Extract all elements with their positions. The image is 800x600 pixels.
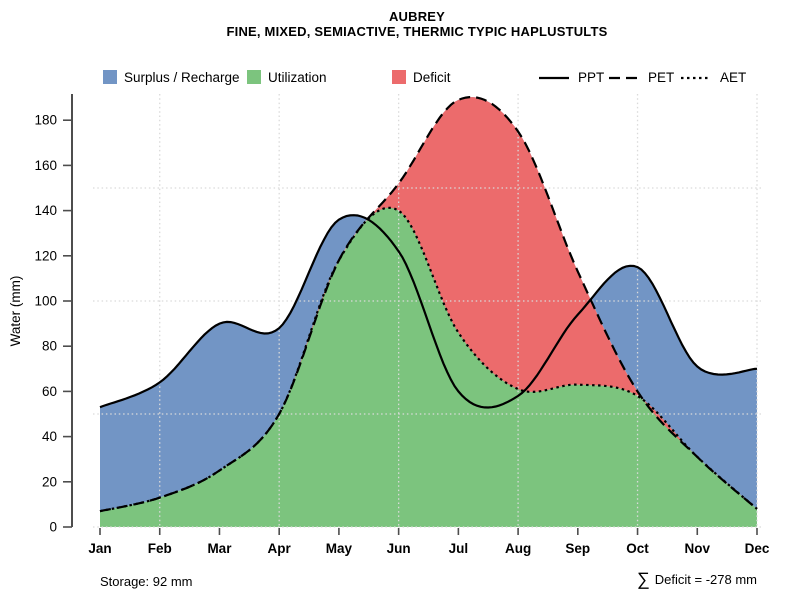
sigma-icon: ∑ bbox=[636, 569, 650, 589]
svg-text:Sep: Sep bbox=[565, 541, 590, 556]
svg-text:Dec: Dec bbox=[745, 541, 770, 556]
aet-curve bbox=[99, 206, 758, 513]
y-axis-label: Water (mm) bbox=[8, 276, 23, 347]
page-title: AUBREY bbox=[388, 9, 446, 24]
svg-text:180: 180 bbox=[34, 113, 57, 128]
svg-text:Oct: Oct bbox=[626, 541, 649, 556]
aet-line-icon bbox=[681, 76, 711, 79]
svg-text:140: 140 bbox=[34, 203, 57, 218]
deficit-sum-label: Deficit = -278 mm bbox=[654, 571, 757, 587]
legend-label: Surplus / Recharge bbox=[124, 69, 240, 85]
svg-text:Feb: Feb bbox=[148, 541, 172, 556]
svg-text:120: 120 bbox=[34, 248, 57, 263]
legend-item-pet: PET bbox=[608, 69, 674, 85]
svg-text:80: 80 bbox=[42, 339, 57, 354]
legend-label: AET bbox=[720, 69, 747, 85]
gridlines bbox=[93, 94, 762, 528]
deficit-swatch-icon bbox=[392, 70, 406, 84]
legend-item-utilization: Utilization bbox=[247, 69, 327, 85]
svg-text:0: 0 bbox=[49, 520, 57, 535]
svg-text:Mar: Mar bbox=[207, 541, 232, 556]
svg-text:60: 60 bbox=[42, 384, 57, 399]
legend-label: PPT bbox=[578, 69, 605, 85]
storage-annotation: Storage: 92 mm bbox=[100, 574, 193, 589]
surplus-swatch-icon bbox=[103, 70, 117, 84]
ppt-line-icon bbox=[539, 76, 569, 79]
svg-text:Jun: Jun bbox=[387, 541, 411, 556]
pet-line-icon bbox=[609, 76, 639, 79]
utilization-swatch-icon bbox=[247, 70, 261, 84]
svg-text:Apr: Apr bbox=[268, 541, 292, 556]
tick-labels: 0 20 40 60 80 100 120 140 160 180 Jan Feb Mar Apr May J… bbox=[34, 113, 769, 556]
legend-label: Utilization bbox=[268, 69, 327, 85]
legend-item-aet: AET bbox=[680, 69, 746, 85]
deficit-annotation: ∑ Deficit = -278 mm bbox=[637, 570, 757, 588]
utilization-area bbox=[100, 207, 757, 528]
svg-text:Jul: Jul bbox=[449, 541, 469, 556]
axes bbox=[63, 94, 758, 535]
legend-item-deficit: Deficit bbox=[392, 69, 451, 85]
deficit-area bbox=[100, 97, 757, 512]
svg-text:Nov: Nov bbox=[685, 541, 711, 556]
svg-text:160: 160 bbox=[34, 158, 57, 173]
legend-item-surplus: Surplus / Recharge bbox=[103, 69, 240, 85]
svg-text:May: May bbox=[326, 541, 353, 556]
svg-text:Aug: Aug bbox=[505, 541, 531, 556]
svg-text:40: 40 bbox=[42, 429, 57, 444]
ppt-curve bbox=[99, 214, 758, 409]
legend-item-ppt: PPT bbox=[538, 69, 604, 85]
svg-text:Jan: Jan bbox=[88, 541, 111, 556]
svg-text:20: 20 bbox=[42, 474, 57, 489]
legend-label: PET bbox=[648, 69, 675, 85]
page-subtitle: FINE, MIXED, SEMIACTIVE, THERMIC TYPIC H… bbox=[226, 24, 608, 39]
legend-label: Deficit bbox=[413, 69, 451, 85]
svg-text:100: 100 bbox=[34, 294, 57, 309]
pet-curve bbox=[99, 96, 758, 513]
